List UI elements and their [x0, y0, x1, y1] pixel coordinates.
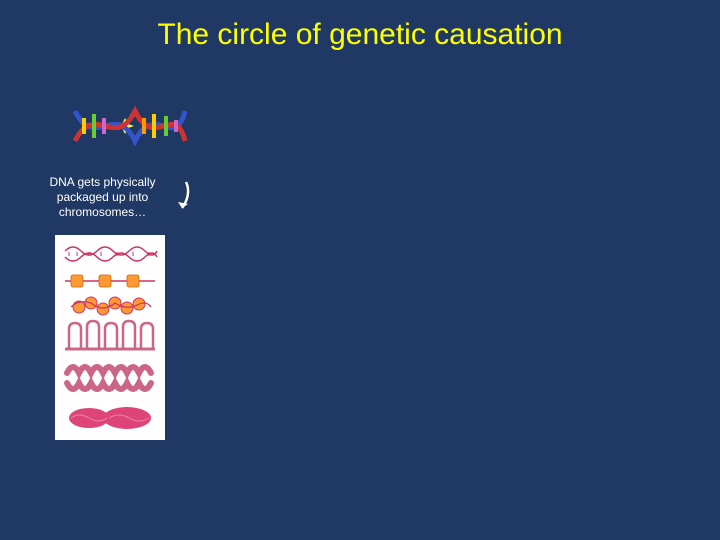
dna-helix-illustration: [70, 96, 190, 156]
dna-packaging-illustration: [55, 235, 165, 440]
slide-title: The circle of genetic causation: [0, 18, 720, 52]
arrow-icon: [176, 180, 196, 215]
dna-caption: DNA gets physically packaged up into chr…: [35, 175, 170, 220]
